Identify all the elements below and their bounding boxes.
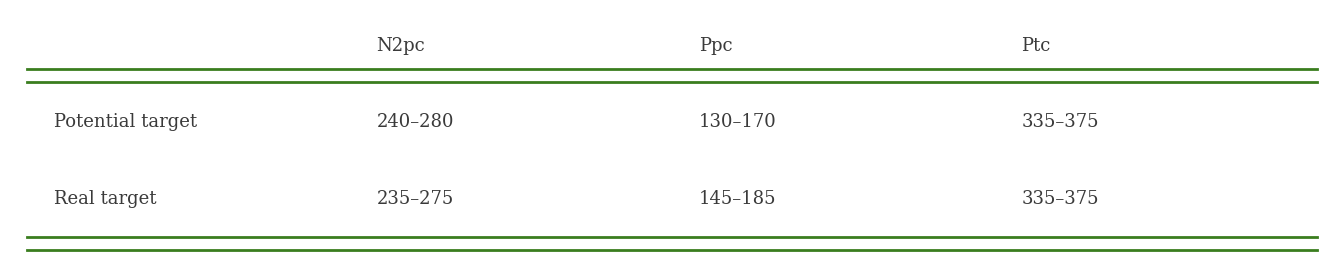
Text: Real target: Real target: [54, 189, 156, 207]
Text: N2pc: N2pc: [376, 37, 425, 55]
Text: Potential target: Potential target: [54, 113, 196, 131]
Text: 235–275: 235–275: [376, 189, 453, 207]
Text: 335–375: 335–375: [1021, 189, 1099, 207]
Text: Ppc: Ppc: [699, 37, 732, 55]
Text: 240–280: 240–280: [376, 113, 454, 131]
Text: 130–170: 130–170: [699, 113, 777, 131]
Text: Ptc: Ptc: [1021, 37, 1051, 55]
Text: 145–185: 145–185: [699, 189, 777, 207]
Text: 335–375: 335–375: [1021, 113, 1099, 131]
